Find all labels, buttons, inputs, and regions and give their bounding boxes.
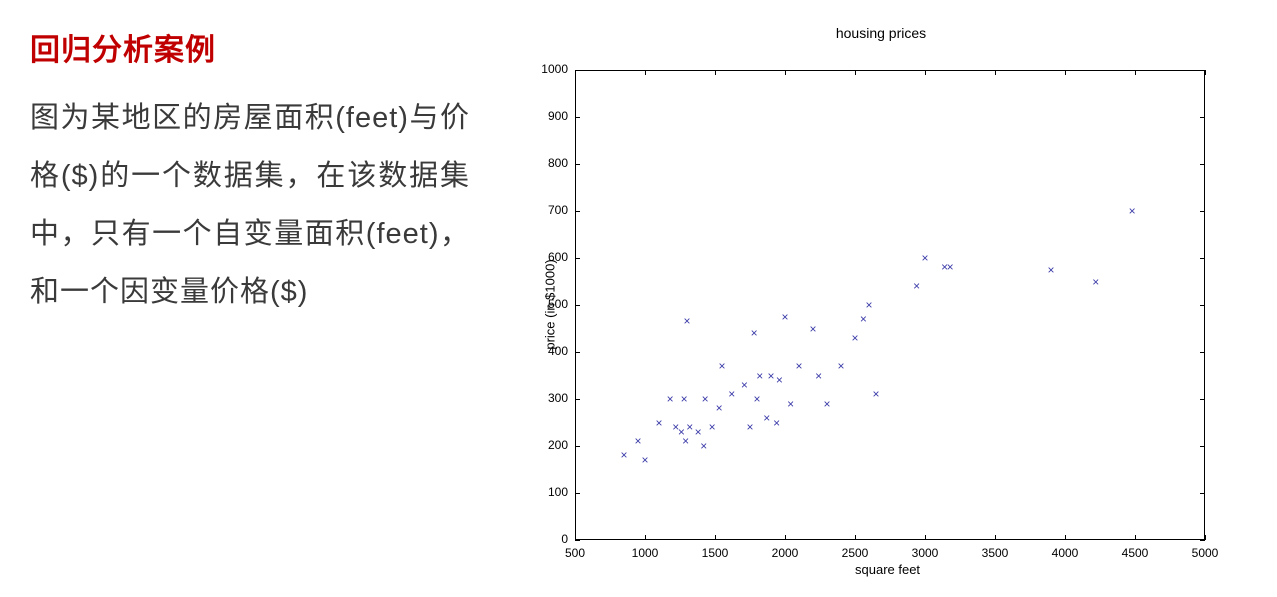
xtick-mark — [1205, 70, 1206, 75]
xtick-mark — [645, 70, 646, 75]
xtick-mark — [925, 70, 926, 75]
scatter-chart: 0100200300400500600700800900100050010001… — [500, 45, 1220, 585]
ytick-mark — [1200, 258, 1205, 259]
xtick-label: 4000 — [1052, 546, 1079, 560]
xtick-label: 3000 — [912, 546, 939, 560]
xlabel: square feet — [855, 562, 920, 577]
xtick-label: 4500 — [1122, 546, 1149, 560]
ytick-mark — [575, 352, 580, 353]
xtick-mark — [855, 535, 856, 540]
ytick-mark — [575, 258, 580, 259]
xtick-label: 2000 — [772, 546, 799, 560]
ytick-mark — [1200, 164, 1205, 165]
xtick-mark — [785, 535, 786, 540]
xtick-label: 5000 — [1192, 546, 1219, 560]
xtick-mark — [645, 535, 646, 540]
xtick-mark — [785, 70, 786, 75]
ytick-mark — [1200, 399, 1205, 400]
ylabel: price (in $1000) — [543, 259, 558, 349]
xtick-label: 3500 — [982, 546, 1009, 560]
xtick-mark — [1135, 535, 1136, 540]
chart-panel: housing prices 0100200300400500600700800… — [500, 25, 1262, 587]
xtick-mark — [575, 535, 576, 540]
text-panel: 回归分析案例 图为某地区的房屋面积(feet)与价格($)的一个数据集，在该数据… — [30, 25, 500, 587]
xtick-mark — [925, 535, 926, 540]
ytick-mark — [1200, 493, 1205, 494]
ytick-label: 300 — [530, 391, 568, 405]
ytick-mark — [575, 305, 580, 306]
ytick-mark — [575, 399, 580, 400]
xtick-mark — [715, 70, 716, 75]
heading: 回归分析案例 — [30, 25, 470, 69]
ytick-mark — [1200, 540, 1205, 541]
ytick-mark — [1200, 117, 1205, 118]
ytick-mark — [575, 540, 580, 541]
ytick-mark — [1200, 446, 1205, 447]
xtick-mark — [855, 70, 856, 75]
ytick-label: 0 — [530, 532, 568, 546]
xtick-label: 1000 — [632, 546, 659, 560]
ytick-label: 700 — [530, 203, 568, 217]
ytick-mark — [1200, 211, 1205, 212]
xtick-mark — [715, 535, 716, 540]
ytick-label: 800 — [530, 156, 568, 170]
plot-area — [575, 70, 1205, 540]
body-text: 图为某地区的房屋面积(feet)与价格($)的一个数据集，在该数据集中，只有一个… — [30, 89, 470, 321]
ytick-mark — [575, 446, 580, 447]
ytick-mark — [575, 211, 580, 212]
xtick-mark — [995, 535, 996, 540]
ytick-mark — [1200, 352, 1205, 353]
xtick-mark — [575, 70, 576, 75]
ytick-mark — [575, 493, 580, 494]
xtick-mark — [1065, 535, 1066, 540]
xtick-mark — [1135, 70, 1136, 75]
ytick-label: 100 — [530, 485, 568, 499]
ytick-label: 1000 — [530, 62, 568, 76]
ytick-mark — [1200, 305, 1205, 306]
ytick-mark — [575, 164, 580, 165]
ytick-mark — [575, 117, 580, 118]
ytick-label: 200 — [530, 438, 568, 452]
xtick-label: 500 — [565, 546, 585, 560]
xtick-label: 2500 — [842, 546, 869, 560]
chart-title: housing prices — [500, 25, 1262, 41]
ytick-label: 900 — [530, 109, 568, 123]
xtick-mark — [1065, 70, 1066, 75]
xtick-label: 1500 — [702, 546, 729, 560]
xtick-mark — [995, 70, 996, 75]
xtick-mark — [1205, 535, 1206, 540]
